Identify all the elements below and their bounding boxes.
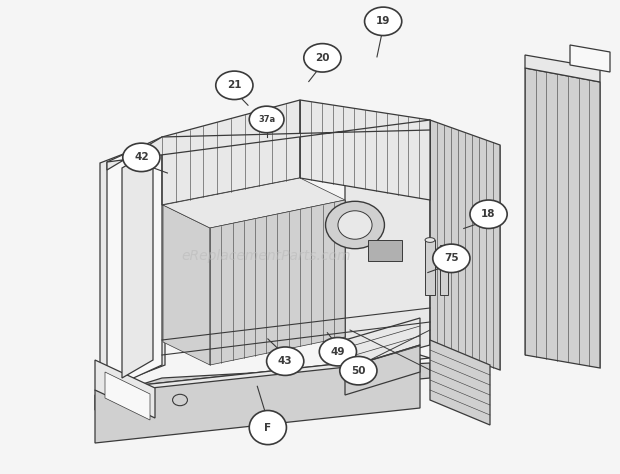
Polygon shape <box>95 355 420 443</box>
Polygon shape <box>525 55 600 82</box>
Circle shape <box>249 106 284 133</box>
Circle shape <box>365 7 402 36</box>
Circle shape <box>319 337 356 366</box>
Text: eReplacementParts.com: eReplacementParts.com <box>182 249 352 263</box>
Ellipse shape <box>425 237 435 242</box>
Bar <box>368 240 402 261</box>
Circle shape <box>267 347 304 375</box>
Text: 50: 50 <box>351 365 366 376</box>
Polygon shape <box>430 340 490 425</box>
Ellipse shape <box>249 410 286 445</box>
Polygon shape <box>107 137 162 390</box>
Text: 19: 19 <box>376 16 391 27</box>
Polygon shape <box>525 68 600 368</box>
Ellipse shape <box>338 211 372 239</box>
Polygon shape <box>163 178 345 228</box>
Text: 75: 75 <box>444 253 459 264</box>
Text: 49: 49 <box>330 346 345 357</box>
Text: 18: 18 <box>481 209 496 219</box>
Polygon shape <box>430 120 500 370</box>
Polygon shape <box>345 345 420 395</box>
Text: 42: 42 <box>134 152 149 163</box>
Polygon shape <box>345 318 420 368</box>
Polygon shape <box>163 205 210 365</box>
Text: 37a: 37a <box>258 115 275 124</box>
Polygon shape <box>440 245 448 295</box>
Polygon shape <box>570 45 610 72</box>
Polygon shape <box>95 355 430 393</box>
Circle shape <box>340 356 377 385</box>
Circle shape <box>172 394 187 406</box>
Polygon shape <box>425 240 435 295</box>
Polygon shape <box>210 200 345 365</box>
Polygon shape <box>100 138 165 390</box>
Circle shape <box>470 200 507 228</box>
Circle shape <box>123 143 160 172</box>
Polygon shape <box>162 100 300 205</box>
Text: F: F <box>264 422 272 433</box>
Polygon shape <box>95 360 155 418</box>
Polygon shape <box>300 100 430 200</box>
Text: 21: 21 <box>227 80 242 91</box>
Ellipse shape <box>326 201 384 249</box>
Circle shape <box>216 71 253 100</box>
Text: 20: 20 <box>315 53 330 63</box>
Polygon shape <box>122 150 153 378</box>
Polygon shape <box>345 120 430 368</box>
Circle shape <box>304 44 341 72</box>
Text: 43: 43 <box>278 356 293 366</box>
Polygon shape <box>105 372 150 420</box>
Polygon shape <box>95 363 430 410</box>
Circle shape <box>433 244 470 273</box>
Polygon shape <box>107 120 430 170</box>
